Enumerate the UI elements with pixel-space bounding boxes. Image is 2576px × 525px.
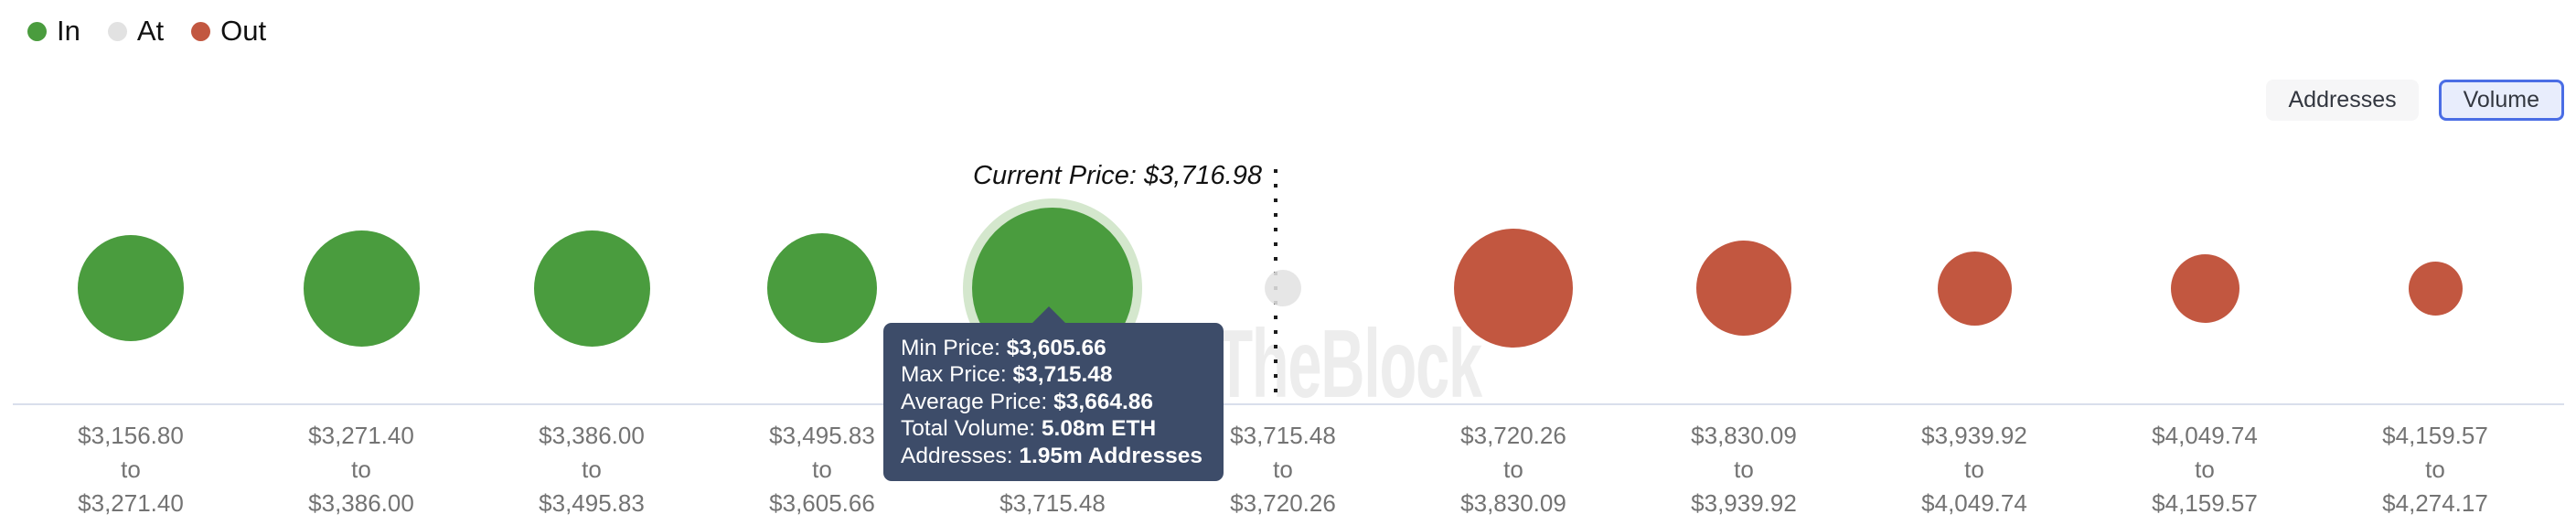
x-axis-label: $3,386.00 to $3,495.83: [539, 422, 645, 517]
metric-toggle-group: Addresses Volume: [2266, 80, 2564, 121]
x-axis-label: $4,049.74 to $4,159.57: [2152, 422, 2258, 517]
legend: In At Out: [27, 15, 266, 48]
x-axis-label: $3,715.48 to $3,720.26: [1230, 422, 1336, 517]
tooltip-label: Max Price:: [901, 362, 1013, 388]
x-axis-label: $3,939.92 to $4,049.74: [1921, 422, 2027, 517]
legend-item-at[interactable]: At: [107, 15, 165, 48]
x-axis-line: [13, 403, 2564, 405]
tooltip-value: $3,664.86: [1053, 389, 1154, 414]
legend-label-out: Out: [220, 15, 267, 47]
in-dot-icon: [27, 21, 47, 41]
tooltip-label: Average Price:: [901, 389, 1054, 414]
bubble-out[interactable]: [1696, 241, 1791, 336]
bubble-tooltip: Min Price: $3,605.66 Max Price: $3,715.4…: [883, 306, 1224, 481]
tooltip-row-total-volume: Total Volume: 5.08m ETH: [901, 415, 1224, 442]
volume-button[interactable]: Volume: [2438, 80, 2564, 121]
x-axis-label: $3,720.26 to $3,830.09: [1460, 422, 1566, 517]
tooltip-value: $3,605.66: [1006, 336, 1106, 360]
legend-item-in[interactable]: In: [27, 15, 80, 48]
tooltip-row-addresses: Addresses: 1.95m Addresses: [901, 443, 1224, 469]
x-axis-label: $3,271.40 to $3,386.00: [308, 422, 414, 517]
bubble-in[interactable]: [767, 233, 877, 343]
current-price-label: Current Price: $3,716.98: [973, 161, 1262, 190]
x-axis-label: $3,495.83 to $3,605.66: [769, 422, 875, 517]
x-axis-label: $4,159.57 to $4,274.17: [2382, 422, 2488, 517]
addresses-button[interactable]: Addresses: [2266, 80, 2419, 121]
bubble-out[interactable]: [1937, 251, 2012, 326]
x-axis-label: $3,156.80 to $3,271.40: [78, 422, 184, 517]
tooltip-row-min-price: Min Price: $3,605.66: [901, 335, 1224, 361]
bubble-at[interactable]: [1265, 270, 1301, 306]
tooltip-value: $3,715.48: [1012, 362, 1113, 388]
tooltip-row-max-price: Max Price: $3,715.48: [901, 361, 1224, 388]
tooltip-value: 5.08m ETH: [1041, 416, 1157, 442]
bubble-out[interactable]: [1454, 229, 1573, 348]
tooltip-label: Min Price:: [901, 336, 1007, 360]
legend-label-at: At: [136, 15, 165, 47]
tooltip-row-average-price: Average Price: $3,664.86: [901, 389, 1224, 415]
bubble-out[interactable]: [2170, 253, 2239, 323]
tooltip-label: Addresses:: [901, 443, 1020, 468]
bubble-out[interactable]: [2408, 261, 2463, 316]
bubble-in[interactable]: [303, 230, 420, 347]
tooltip-value: 1.95m Addresses: [1019, 443, 1203, 468]
at-dot-icon: [107, 21, 127, 41]
x-axis-label: $3,830.09 to $3,939.92: [1691, 422, 1797, 517]
legend-item-out[interactable]: Out: [191, 15, 266, 48]
tooltip-arrow-icon: [1031, 306, 1066, 324]
out-dot-icon: [191, 21, 211, 41]
tooltip-label: Total Volume:: [901, 416, 1042, 442]
bubble-in[interactable]: [78, 235, 184, 341]
legend-label-in: In: [57, 15, 80, 47]
bubble-in[interactable]: [533, 230, 650, 347]
